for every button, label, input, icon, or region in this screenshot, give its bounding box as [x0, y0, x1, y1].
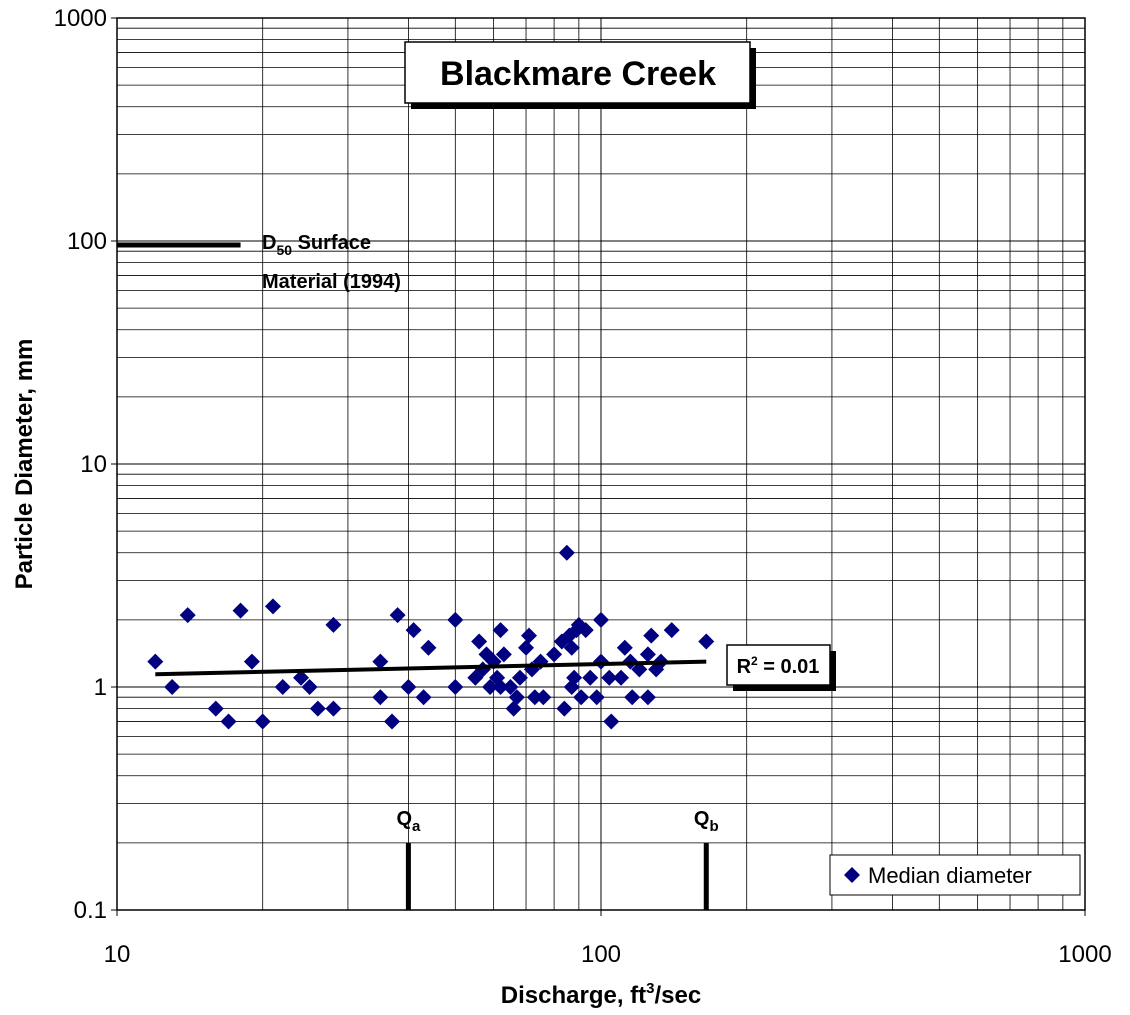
- y-tick-label: 1000: [54, 5, 107, 32]
- legend-marker: [844, 867, 860, 883]
- data-point: [558, 544, 575, 561]
- title-box: [404, 41, 751, 104]
- data-point: [482, 679, 499, 695]
- data-point: [492, 679, 509, 695]
- data-point: [274, 679, 291, 695]
- data-point: [511, 669, 528, 686]
- data-point: [663, 622, 680, 639]
- d50-label-sub: 50: [276, 242, 292, 258]
- data-point: [405, 622, 422, 639]
- grid: [116, 17, 1086, 911]
- data-point: [582, 669, 599, 686]
- data-point: [639, 646, 656, 663]
- data-point: [495, 646, 512, 663]
- data-point: [372, 653, 389, 670]
- data-point: [521, 627, 538, 644]
- d50-label-part: D: [262, 232, 276, 254]
- data-point: [384, 713, 401, 730]
- d50-label: D50 Surface: [262, 232, 371, 258]
- data-point: [508, 689, 525, 706]
- data-point: [420, 639, 437, 656]
- data-point: [492, 622, 509, 639]
- data-point: [264, 598, 281, 615]
- data-point: [601, 669, 618, 686]
- data-point: [639, 689, 656, 706]
- r2-label: R2 = 0.01: [737, 654, 820, 678]
- data-point: [207, 700, 224, 717]
- d50-label: Material (1994): [262, 271, 401, 293]
- data-point: [447, 679, 464, 695]
- data-point: [624, 689, 641, 706]
- data-point: [502, 679, 519, 695]
- r2-box: [726, 644, 831, 686]
- d50-label-part: Surface: [292, 232, 371, 254]
- q-label-part: Q: [396, 808, 412, 830]
- x-tick-label: 100: [581, 941, 621, 968]
- x-axis-title: Discharge, ft3/sec: [501, 980, 701, 1009]
- data-point: [573, 689, 590, 706]
- data-point: [325, 616, 342, 633]
- data-point: [563, 639, 580, 656]
- data-point: [301, 679, 318, 695]
- r2-sup: 2: [751, 654, 758, 668]
- q-label-part: Q: [694, 808, 710, 830]
- data-point: [593, 653, 609, 670]
- data-point: [179, 607, 196, 624]
- data-point: [518, 639, 535, 656]
- data-point: [293, 669, 310, 686]
- data-point: [147, 653, 164, 670]
- data-point: [566, 669, 583, 686]
- data-point: [698, 633, 715, 650]
- data-point: [546, 646, 563, 663]
- data-point: [631, 661, 648, 678]
- y-tick-label: 0.1: [74, 897, 107, 924]
- x-axis-title-sup: 3: [646, 980, 654, 997]
- x-axis-title-part: Discharge, ft: [501, 982, 646, 1009]
- legend-box: [829, 854, 1081, 896]
- y-tick-label: 100: [67, 228, 107, 255]
- x-tick-label: 10: [104, 941, 131, 968]
- data-point: [243, 653, 260, 670]
- chart-title: Blackmare Creek: [440, 55, 716, 93]
- y-tick-label: 10: [80, 451, 107, 478]
- data-point: [400, 679, 417, 695]
- q-label: Qa: [396, 808, 421, 835]
- data-point: [164, 679, 181, 695]
- data-point: [471, 633, 488, 650]
- data-point: [643, 627, 660, 644]
- data-point: [415, 689, 432, 706]
- data-point: [588, 689, 605, 706]
- data-point: [505, 700, 522, 717]
- y-tick-label: 1: [94, 674, 107, 701]
- q-label-sub: a: [412, 818, 421, 835]
- data-point: [603, 713, 620, 730]
- data-point: [447, 611, 464, 628]
- trendline: [155, 659, 707, 677]
- data-point: [593, 611, 609, 628]
- data-point: [616, 639, 633, 656]
- r2-part: = 0.01: [758, 656, 820, 678]
- r2-part: R: [737, 656, 752, 678]
- q-label-sub: b: [709, 818, 718, 835]
- data-point: [220, 713, 237, 730]
- data-point: [577, 622, 594, 639]
- data-point: [535, 689, 552, 706]
- data-point: [232, 602, 249, 619]
- data-point: [309, 700, 326, 717]
- data-point: [389, 607, 406, 624]
- data-point: [372, 689, 389, 706]
- data-point: [254, 713, 271, 730]
- data-point: [526, 689, 543, 706]
- x-tick-label: 1000: [1058, 941, 1111, 968]
- y-axis-title: Particle Diameter, mm: [11, 339, 38, 590]
- data-point: [613, 669, 630, 686]
- data-point: [325, 700, 342, 717]
- q-label: Qb: [694, 808, 719, 835]
- legend-label: Median diameter: [868, 863, 1032, 888]
- x-axis-title-part: /sec: [655, 982, 702, 1009]
- data-point: [556, 700, 573, 717]
